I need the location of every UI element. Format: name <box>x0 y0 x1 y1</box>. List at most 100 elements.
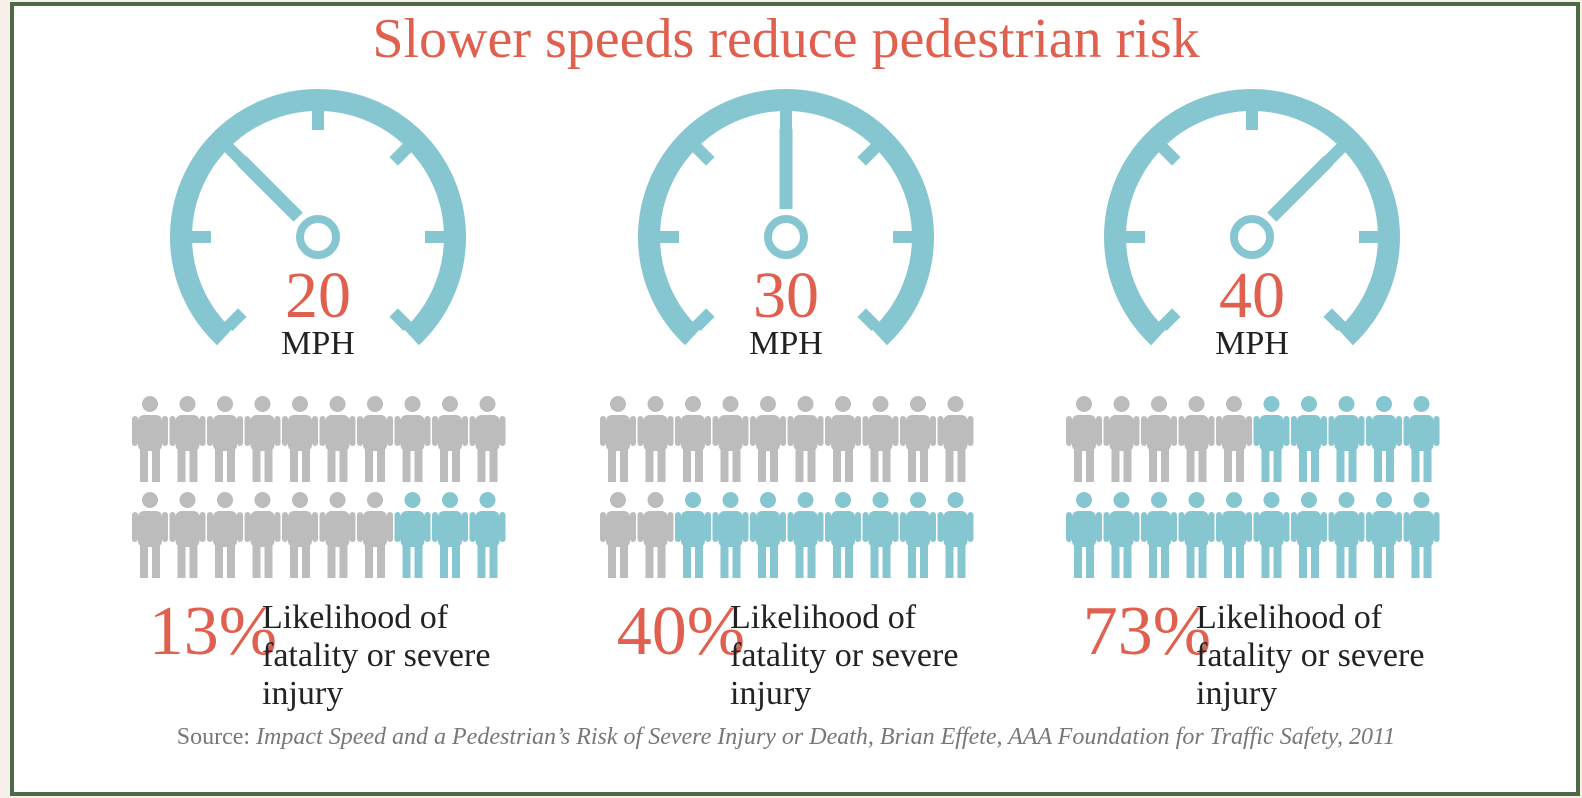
person-leg <box>490 446 498 482</box>
person-leg <box>415 446 423 482</box>
person-body <box>1335 415 1359 451</box>
person-arm <box>162 512 168 542</box>
person-leg <box>833 542 841 578</box>
person-arm <box>462 512 468 542</box>
person-body <box>476 415 500 451</box>
person-arm <box>818 512 824 542</box>
person-body <box>906 415 930 451</box>
person-head <box>1264 492 1280 508</box>
person-leg <box>1161 446 1169 482</box>
person-leg <box>883 542 891 578</box>
person-body <box>606 511 630 547</box>
person-arm <box>1329 416 1335 446</box>
person-arm <box>1141 512 1147 542</box>
person-head <box>910 396 926 412</box>
person-body <box>251 415 275 451</box>
person-head <box>1414 396 1430 412</box>
person-arm <box>1329 512 1335 542</box>
source-citation: Impact Speed and a Pedestrian’s Risk of … <box>255 724 1395 750</box>
person-body <box>831 415 855 451</box>
person-leg <box>695 542 703 578</box>
person-arm <box>1321 416 1327 446</box>
person-leg <box>1311 542 1319 578</box>
person-arm <box>1209 416 1215 446</box>
person-head <box>1226 492 1242 508</box>
person-head <box>1301 492 1317 508</box>
person-leg <box>377 542 385 578</box>
person-arm <box>1254 512 1260 542</box>
person-arm <box>1434 512 1440 542</box>
person-arm <box>1066 512 1072 542</box>
person-arm <box>930 416 936 446</box>
person-leg <box>140 446 148 482</box>
person-arm <box>780 416 786 446</box>
person-head <box>1264 396 1280 412</box>
person-leg <box>290 446 298 482</box>
person-arm <box>893 512 899 542</box>
description-line: injury <box>262 675 343 712</box>
person-body <box>438 511 462 547</box>
person-leg <box>758 542 766 578</box>
person-leg <box>340 446 348 482</box>
person-leg <box>808 542 816 578</box>
person-head <box>948 492 964 508</box>
person-arm <box>705 416 711 446</box>
person-leg <box>646 446 654 482</box>
person-arm <box>1171 512 1177 542</box>
person-head <box>1151 396 1167 412</box>
person-head <box>142 492 158 508</box>
person-leg <box>646 542 654 578</box>
person-arm <box>855 416 861 446</box>
person-arm <box>170 416 176 446</box>
person-arm <box>750 416 756 446</box>
person-arm <box>1096 512 1102 542</box>
person-head <box>1076 396 1092 412</box>
person-body <box>363 511 387 547</box>
person-leg <box>178 542 186 578</box>
person-leg <box>796 446 804 482</box>
person-head <box>180 492 196 508</box>
person-leg <box>328 542 336 578</box>
person-arm <box>818 416 824 446</box>
person-arm <box>900 416 906 446</box>
person-body <box>831 511 855 547</box>
person-arm <box>132 512 138 542</box>
person-leg <box>1161 542 1169 578</box>
person-head <box>648 396 664 412</box>
person-arm <box>282 416 288 446</box>
person-arm <box>713 416 719 446</box>
speed-unit: MPH <box>281 325 355 362</box>
person-head <box>405 492 421 508</box>
person-arm <box>938 512 944 542</box>
person-leg <box>695 446 703 482</box>
person-arm <box>357 416 363 446</box>
person-leg <box>403 446 411 482</box>
person-arm <box>743 416 749 446</box>
person-arm <box>900 512 906 542</box>
person-arm <box>1366 416 1372 446</box>
person-body <box>138 511 162 547</box>
person-body <box>794 511 818 547</box>
description-line: fatality or severe <box>730 637 958 674</box>
person-head <box>835 492 851 508</box>
person-leg <box>683 446 691 482</box>
person-leg <box>440 542 448 578</box>
person-leg <box>1374 446 1382 482</box>
person-leg <box>1199 446 1207 482</box>
person-arm <box>312 416 318 446</box>
person-leg <box>1224 446 1232 482</box>
person-leg <box>871 446 879 482</box>
person-leg <box>1424 542 1432 578</box>
person-body <box>794 415 818 451</box>
person-leg <box>1224 542 1232 578</box>
person-leg <box>908 542 916 578</box>
person-arm <box>1104 416 1110 446</box>
person-leg <box>302 542 310 578</box>
person-arm <box>780 512 786 542</box>
person-arm <box>500 416 506 446</box>
person-body <box>213 511 237 547</box>
person-arm <box>1246 512 1252 542</box>
person-head <box>835 396 851 412</box>
person-arm <box>630 416 636 446</box>
description-line: Likelihood of <box>262 599 449 636</box>
